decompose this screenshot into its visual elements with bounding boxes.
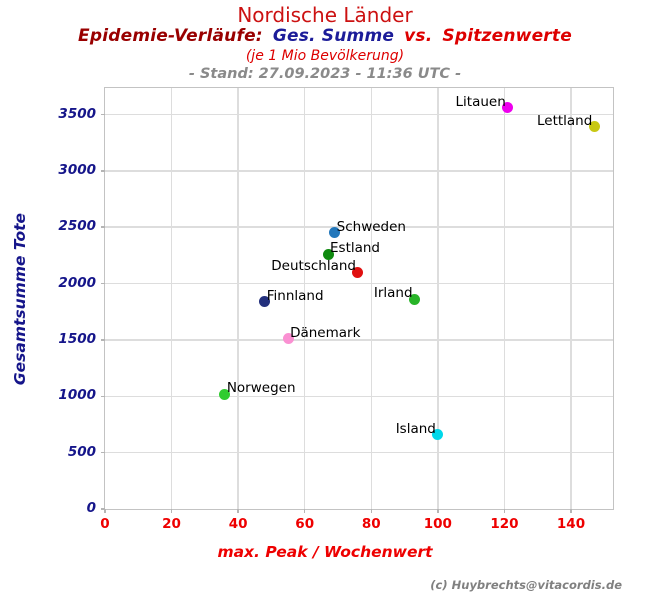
chart-title: Nordische Länder (237, 3, 413, 27)
y-axis-tick (101, 282, 105, 285)
x-tick-label: 0 (100, 516, 110, 532)
point-label-island: Island (395, 420, 436, 437)
x-axis-tick (104, 509, 106, 513)
gridline-y-1500 (105, 339, 613, 341)
x-axis-tick (437, 509, 439, 513)
gridline-x-60 (303, 88, 306, 509)
gridline-y-500 (105, 451, 613, 454)
point-label-dnemark: Dänemark (290, 324, 361, 341)
point-label-deutschland: Deutschland (271, 258, 356, 275)
point-label-schweden: Schweden (336, 218, 406, 235)
point-label-estland: Estland (330, 240, 381, 257)
x-tick-label: 60 (295, 516, 315, 532)
x-axis-tick (570, 509, 572, 513)
data-point-schweden (329, 227, 341, 239)
y-tick-label: 2500 (58, 218, 96, 235)
data-point-dnemark (282, 333, 294, 345)
subtitle-part-1: Ges. Summe (272, 26, 395, 46)
x-axis-tick (237, 509, 239, 513)
x-axis-label: max. Peak / Wochenwert (217, 543, 433, 561)
x-tick-label: 120 (490, 516, 519, 532)
y-axis-tick (101, 395, 105, 398)
y-tick-label: 1500 (58, 330, 96, 347)
gridline-x-100 (437, 88, 439, 509)
gridline-x-80 (370, 88, 373, 509)
data-point-island (432, 429, 444, 441)
point-label-lettland: Lettland (536, 112, 593, 129)
point-label-irland: Irland (373, 285, 413, 302)
gridline-x-140 (570, 88, 572, 509)
point-label-litauen: Litauen (455, 93, 506, 110)
subtitle-part-2: vs. (404, 26, 433, 46)
y-tick-label: 1000 (58, 387, 96, 404)
plot-area: 0 20 40 60 80 100 120 140 0 500 1000 1500 2000 2500 30… (58, 87, 614, 532)
y-tick-label: 3000 (58, 161, 96, 178)
subtitle-part-3: Spitzenwerte (442, 26, 572, 46)
x-tick-label: 40 (228, 516, 248, 532)
data-point-finnland (259, 296, 271, 308)
x-axis-tick (303, 509, 306, 513)
y-tick-label: 2000 (58, 274, 96, 291)
y-axis-tick (101, 226, 105, 228)
y-axis-tick (101, 508, 105, 510)
data-point-irland (409, 293, 421, 305)
y-axis-tick (101, 339, 105, 341)
status-timestamp: - Stand: 27.09.2023 - 11:36 UTC - (188, 66, 462, 82)
x-axis-tick (170, 509, 173, 513)
y-axis-tick (101, 451, 105, 454)
gridline-y-3000 (105, 170, 613, 172)
x-tick-label: 80 (361, 516, 381, 532)
y-tick-label: 500 (67, 443, 96, 460)
data-point-deutschland (352, 266, 364, 278)
x-tick-label: 100 (423, 516, 452, 532)
data-point-lettland (588, 121, 600, 133)
gridline-y-3500 (105, 113, 613, 116)
data-point-norwegen (219, 388, 231, 400)
y-axis-label: Gesamtsumme Tote (11, 212, 29, 386)
gridline-y-2500 (105, 226, 613, 228)
x-axis-tick (503, 509, 506, 513)
subtitle-part-0: Epidemie-Verläufe: (78, 26, 263, 46)
y-axis-tick (101, 113, 105, 116)
gridline-x-120 (503, 88, 506, 509)
copyright-text: (c) Huybrechts@vitacordis.de (430, 578, 622, 592)
gridline-x-40 (237, 88, 239, 509)
gridline-y-2000 (105, 282, 613, 285)
point-label-finnland: Finnland (266, 287, 324, 304)
population-note: (je 1 Mio Bevölkerung) (245, 48, 405, 64)
y-axis-tick (101, 170, 105, 172)
y-tick-label: 0 (86, 500, 96, 516)
x-tick-label: 20 (162, 516, 181, 532)
x-tick-label: 140 (556, 516, 586, 532)
y-tick-label: 3500 (58, 105, 96, 122)
gridline-x-20 (170, 88, 173, 509)
gridline-y-1000 (105, 395, 613, 398)
data-point-estland (322, 248, 334, 260)
chart-subtitle: Epidemie-Verläufe: Ges. Summe vs. Spitzenwe… (0, 26, 650, 46)
point-label-norwegen: Norwegen (226, 380, 296, 397)
data-point-litauen (502, 102, 514, 114)
x-axis-tick (370, 509, 373, 513)
